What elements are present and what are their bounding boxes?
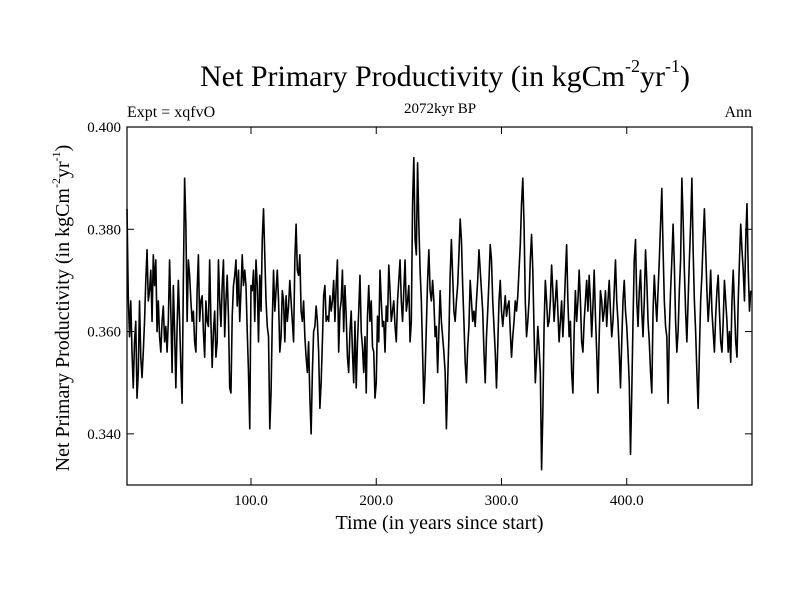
y-tick-label: 0.380 <box>87 222 121 238</box>
plot-frame <box>126 126 753 486</box>
season-label: Ann <box>724 104 752 121</box>
series-line-npp <box>126 156 752 471</box>
x-tick-label: 200.0 <box>359 493 393 509</box>
x-tick-label: 400.0 <box>610 493 644 509</box>
x-tick-label: 100.0 <box>234 493 268 509</box>
x-tick-label: 300.0 <box>485 493 519 509</box>
y-tick-label: 0.400 <box>87 120 121 136</box>
chart-title: Net Primary Productivity (in kgCm-2yr-1) <box>200 56 690 93</box>
y-tick-label: 0.360 <box>87 325 121 341</box>
experiment-label: Expt = xqfvO <box>127 104 216 121</box>
y-tick-label: 0.340 <box>87 427 121 443</box>
axis-ticks: 100.0 200.0 300.0 400.0 0.340 0.360 0.380 0.400 <box>87 120 752 509</box>
x-axis-label: Time (in years since start) <box>335 512 544 534</box>
y-axis-label: Net Primary Productivity (in kgCm-2yr-1) <box>49 144 74 472</box>
chart-subtitle: 2072kyr BP <box>403 101 477 117</box>
